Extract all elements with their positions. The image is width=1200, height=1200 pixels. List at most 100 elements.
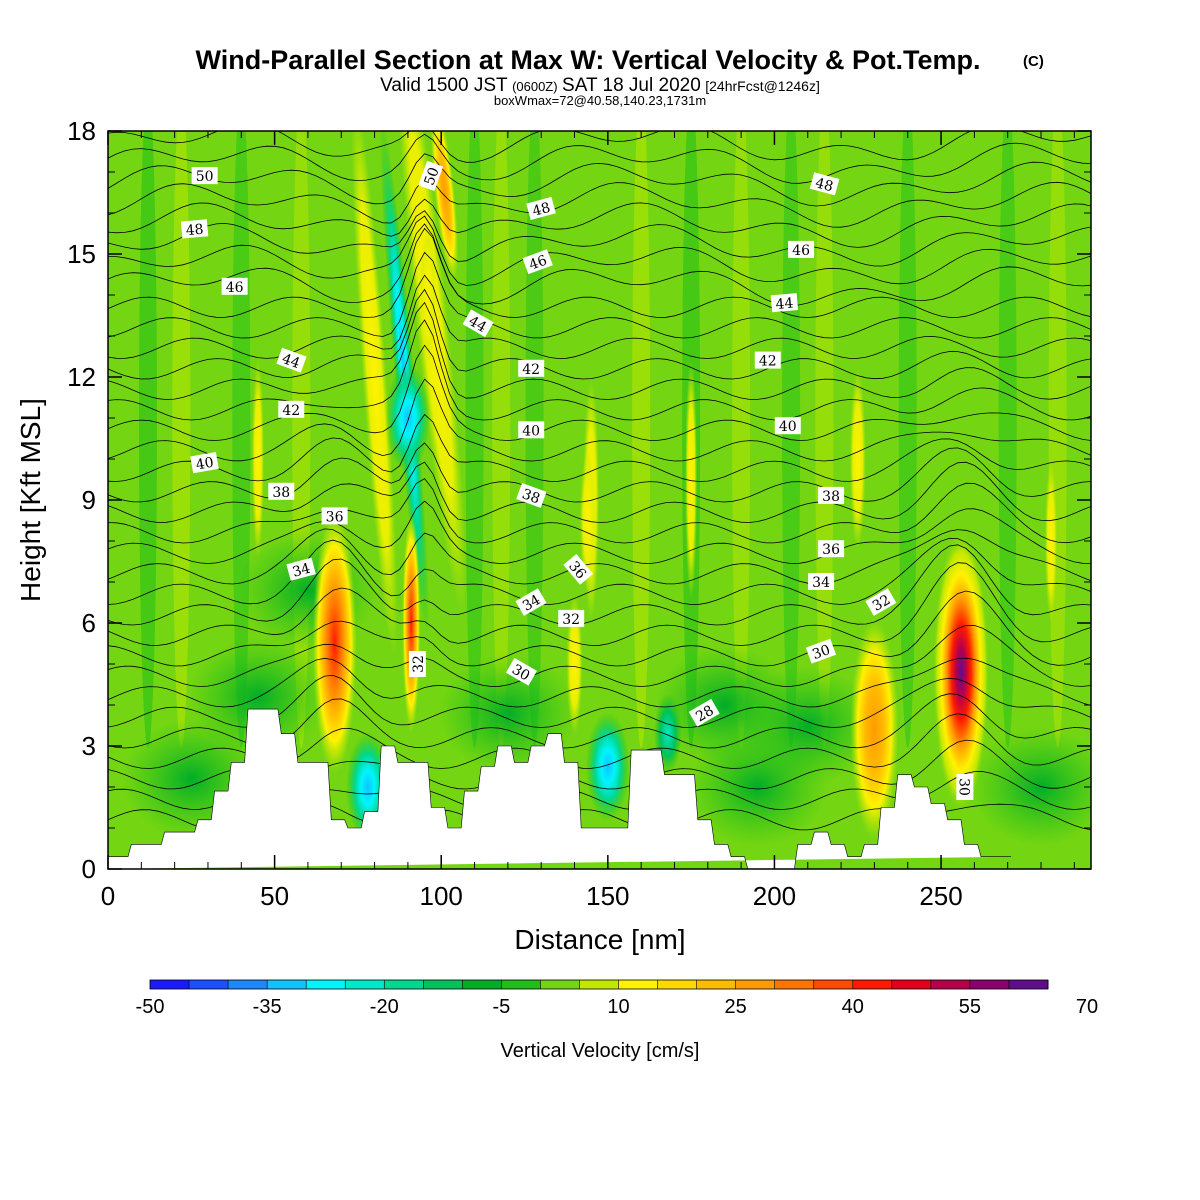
contour-label-bg <box>268 482 295 500</box>
colorbar-tick-label: 40 <box>842 996 864 1018</box>
contour-label: 50 <box>191 167 218 185</box>
contour-label: 28 <box>688 698 720 727</box>
subtitle-part-c: SAT 18 Jul 2020 <box>562 75 701 96</box>
chart-subtitle-box: boxWmax=72@40.58,140.23,1731m <box>494 93 706 108</box>
contour-label-bg <box>808 573 835 590</box>
contour-label-bg <box>462 309 494 338</box>
subtitle-part-a: Valid 1500 JST <box>380 75 508 96</box>
colorbar-segment <box>735 980 776 989</box>
updraft-cell <box>933 532 990 813</box>
y-tick-label: 9 <box>82 485 96 515</box>
contour-label: 48 <box>809 172 840 196</box>
theta-contour-line <box>108 131 1091 163</box>
x-tick-label: 0 <box>101 881 115 911</box>
x-axis-label: Distance [nm] <box>514 924 685 955</box>
colorbar-segment <box>579 980 620 989</box>
contour-label-bg <box>278 400 305 418</box>
contour-label: 46 <box>221 277 248 296</box>
contour-label-text: 32 <box>870 592 893 615</box>
theta-contour-line <box>108 153 1091 207</box>
contour-label-bg <box>770 293 799 313</box>
colorbar-tick-label: 25 <box>725 996 747 1018</box>
contour-label: 32 <box>558 609 585 628</box>
contour-label-text: 50 <box>422 165 443 187</box>
contour-label-text: 46 <box>792 243 810 259</box>
field-band <box>632 131 651 748</box>
updraft-weak <box>251 359 264 559</box>
field-blob-low <box>187 636 328 757</box>
colorbar-tick-label: -35 <box>253 996 282 1018</box>
colorbar-tick-label: 10 <box>607 996 629 1018</box>
colorbar-label: Vertical Velocity [cm/s] <box>501 1040 700 1062</box>
contour-label-bg <box>516 482 547 508</box>
colorbar-tick-label: -20 <box>370 996 399 1018</box>
contour-label: 42 <box>278 400 305 419</box>
colorbar-segment <box>696 980 737 989</box>
contour-label-text: 42 <box>522 362 540 378</box>
x-tick-label: 50 <box>260 881 289 911</box>
colorbar-segment <box>189 980 229 989</box>
field-blob-low <box>437 653 578 774</box>
theta-contour-line <box>108 319 1091 421</box>
contour-label: 40 <box>190 451 219 474</box>
colorbar-segment <box>423 980 463 989</box>
field-band <box>525 131 544 748</box>
contour-label-bg <box>688 698 720 727</box>
contour-label-text: 48 <box>531 200 552 220</box>
contour-label: 34 <box>286 557 316 581</box>
contour-label: 32 <box>408 651 427 677</box>
contour-label-bg <box>180 219 209 239</box>
contour-label-bg <box>774 417 801 435</box>
chart-title: Wind-Parallel Section at Max W: Vertical… <box>196 45 981 75</box>
theta-contour-line <box>108 274 1091 359</box>
theta-contour-line <box>108 537 1091 605</box>
colorbar-segment <box>969 980 1010 989</box>
field-band <box>172 131 191 748</box>
theta-contour-line <box>108 378 1091 462</box>
y-tick-label: 15 <box>67 239 96 269</box>
colorbar-segment <box>267 980 307 989</box>
colorbar-tick-label: 55 <box>959 996 981 1018</box>
contour-label-text: 30 <box>810 642 832 663</box>
contour-label: 42 <box>518 359 545 378</box>
x-tick-label: 150 <box>586 881 629 911</box>
updraft-cell <box>402 513 421 733</box>
contour-label: 44 <box>462 309 494 338</box>
theta-contour-labels: 50 50 48 48 48 46 46 46 44 44 44 42 42 42 40 40 40 38 38 38… <box>180 160 974 800</box>
theta-contour-line <box>108 624 1091 687</box>
contour-label-text: 40 <box>779 419 797 435</box>
theta-contour-line <box>108 562 1091 646</box>
chart-subtitle: Valid 1500 JST (0600Z) SAT 18 Jul 2020 [… <box>380 75 820 96</box>
contour-label-text: 44 <box>775 295 794 312</box>
colorbar-segment <box>891 980 932 989</box>
x-axis-ticks: 0 50 100 150 200 250 <box>101 131 1075 911</box>
contour-label: 46 <box>522 249 553 275</box>
x-tick-label: 250 <box>919 881 962 911</box>
contour-label-text: 30 <box>955 778 971 796</box>
contour-label: 46 <box>788 240 815 259</box>
colorbar-segment <box>462 980 502 989</box>
colorbar-segment <box>657 980 698 989</box>
downdraft-cell <box>385 363 430 473</box>
updraft-cell <box>566 594 583 734</box>
contour-label-text: 30 <box>509 662 532 685</box>
contour-label: 36 <box>818 540 845 558</box>
theta-contour-line <box>108 461 1091 523</box>
contour-label-bg <box>518 359 545 377</box>
contour-label-bg <box>754 351 781 369</box>
theta-contour-line <box>108 528 1091 585</box>
colorbar-segment <box>930 980 971 989</box>
y-tick-label: 12 <box>67 362 96 392</box>
contour-label-text: 48 <box>185 222 204 239</box>
theta-contour-line <box>108 344 1091 441</box>
theta-contour-line <box>108 133 1091 184</box>
contour-label-text: 48 <box>813 175 834 195</box>
contour-label-text: 38 <box>520 486 542 507</box>
y-tick-label: 3 <box>82 731 96 761</box>
colorbar-segment <box>540 980 580 989</box>
updraft-cell <box>312 513 357 774</box>
y-axis-label: Height [Kft MSL] <box>15 398 46 602</box>
contour-label-text: 34 <box>520 592 544 615</box>
contour-label-text: 36 <box>326 509 344 525</box>
